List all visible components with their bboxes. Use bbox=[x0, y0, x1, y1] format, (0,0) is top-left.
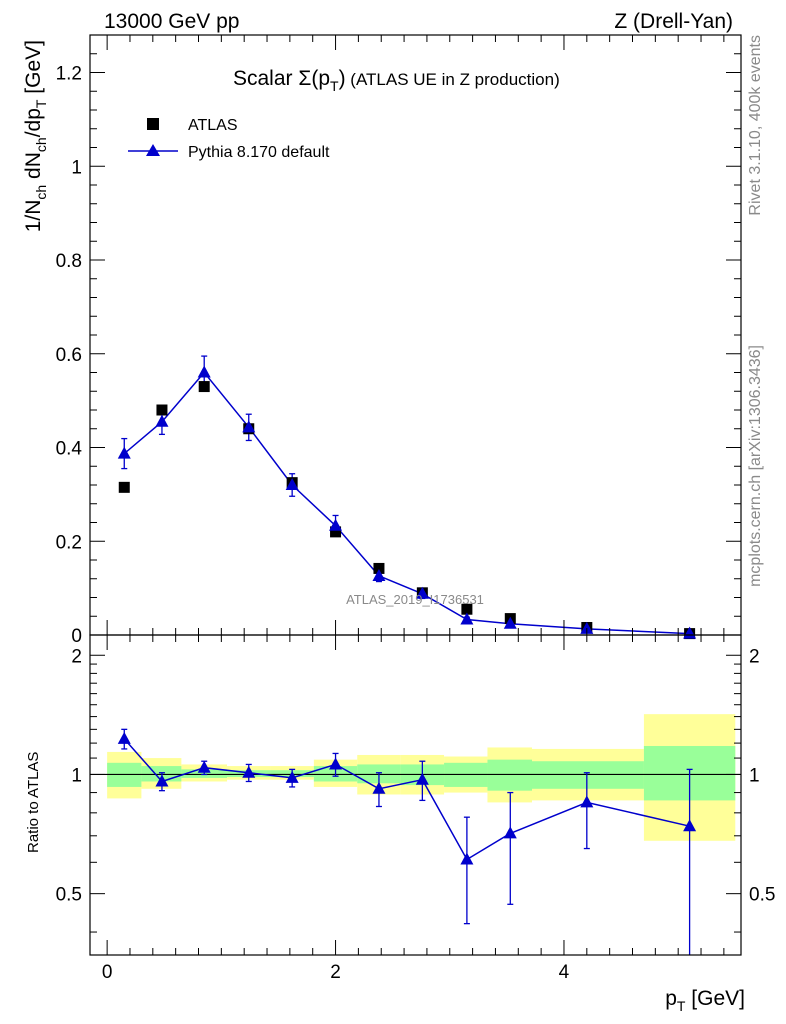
atlas-point bbox=[156, 404, 168, 416]
ratio-y-tick-label-right: 0.5 bbox=[749, 885, 775, 906]
pythia-line bbox=[123, 371, 690, 635]
atlas-point bbox=[198, 381, 210, 393]
legend-pythia-marker bbox=[146, 144, 160, 156]
ratio-point bbox=[329, 757, 343, 770]
main-y-tick-label: 1.2 bbox=[56, 64, 82, 85]
header-energy-label: 13000 GeV pp bbox=[104, 10, 239, 33]
ratio-point bbox=[460, 852, 474, 865]
header-process-label: Z (Drell-Yan) bbox=[614, 10, 733, 33]
ratio-point bbox=[372, 781, 386, 794]
ratio-y-tick-label-left: 1 bbox=[71, 765, 82, 786]
ratio-y-tick-label-left: 2 bbox=[71, 646, 82, 667]
ratio-point bbox=[242, 765, 256, 778]
main-y-tick-label: 0.8 bbox=[56, 251, 82, 272]
main-y-axis-label: 1/Nch dNch/dpT [GeV] bbox=[22, 40, 49, 232]
ratio-y-axis-label: Ratio to ATLAS bbox=[25, 752, 42, 853]
pythia-point bbox=[415, 586, 429, 599]
main-y-tick-label: 0.4 bbox=[56, 439, 83, 460]
ratio-line bbox=[123, 738, 690, 861]
x-axis-label: pT [GeV] bbox=[665, 987, 745, 1014]
ratio-panel-frame bbox=[89, 634, 742, 956]
main-panel: 0 0.2 0.4 0.6 0.8 1 1.2 Scalar Σ(pT) (ATLAS UE… bbox=[22, 34, 742, 647]
ratio-panel: 0.5 0.5 1 1 2 2 0 2 4 Ratio to ATLAS pT [GeV] bbox=[25, 634, 775, 1014]
pythia-point bbox=[503, 616, 517, 629]
rivet-version-label: Rivet 3.1.10, 400k events bbox=[747, 35, 764, 216]
uncertainty-band-green bbox=[487, 759, 532, 791]
pythia-point bbox=[155, 414, 169, 427]
ratio-y-axis: 0.5 0.5 1 1 2 2 bbox=[56, 646, 775, 933]
ratio-x-axis: 0 2 4 bbox=[102, 635, 725, 983]
pythia-point bbox=[329, 518, 343, 531]
ratio-plot-content bbox=[90, 714, 741, 955]
ratio-point bbox=[197, 760, 211, 773]
pythia-point bbox=[580, 621, 594, 634]
main-x-ticks bbox=[106, 35, 725, 635]
ratio-point bbox=[155, 774, 169, 787]
ratio-y-tick-label-left: 0.5 bbox=[56, 885, 82, 906]
ratio-x-tick-label: 2 bbox=[330, 962, 341, 983]
analysis-watermark: ATLAS_2019_I1736531 bbox=[346, 592, 484, 607]
mcplots-reference-label: mcplots.cern.ch [arXiv:1306.3436] bbox=[747, 345, 764, 587]
ratio-y-tick-label-right: 2 bbox=[749, 646, 760, 667]
ratio-point bbox=[580, 795, 594, 808]
main-y-tick-label: 0.6 bbox=[56, 345, 82, 366]
main-y-tick-label: 1 bbox=[71, 157, 82, 178]
atlas-point bbox=[461, 603, 473, 615]
pythia-point bbox=[197, 365, 211, 378]
ratio-point bbox=[285, 770, 299, 783]
main-plot-content bbox=[117, 355, 697, 640]
main-y-axis: 0 0.2 0.4 0.6 0.8 1 1.2 bbox=[56, 34, 741, 647]
pythia-point bbox=[285, 478, 299, 490]
pythia-point bbox=[242, 420, 256, 433]
ratio-point bbox=[415, 772, 429, 785]
pythia-point bbox=[372, 568, 386, 581]
legend-atlas-marker bbox=[147, 118, 159, 130]
pythia-point bbox=[460, 612, 474, 625]
atlas-point bbox=[118, 481, 130, 493]
main-y-tick-label: 0.2 bbox=[56, 532, 82, 553]
ratio-point bbox=[503, 826, 517, 839]
atlas-point bbox=[330, 526, 342, 538]
ratio-y-tick-label-right: 1 bbox=[749, 765, 760, 786]
ratio-x-tick-label: 0 bbox=[102, 962, 113, 983]
main-y-tick-label: 0 bbox=[71, 626, 82, 647]
atlas-point bbox=[373, 562, 385, 574]
ratio-x-tick-label: 4 bbox=[559, 962, 570, 983]
ratio-point bbox=[683, 819, 697, 832]
legend-pythia-label: Pythia 8.170 default bbox=[188, 144, 330, 161]
pythia-point bbox=[117, 446, 131, 459]
ratio-point bbox=[117, 731, 131, 744]
legend-atlas-label: ATLAS bbox=[188, 117, 238, 134]
legend: ATLAS Pythia 8.170 default bbox=[128, 117, 330, 161]
chart-title: Scalar Σ(pT) (ATLAS UE in Z production) bbox=[233, 67, 560, 94]
